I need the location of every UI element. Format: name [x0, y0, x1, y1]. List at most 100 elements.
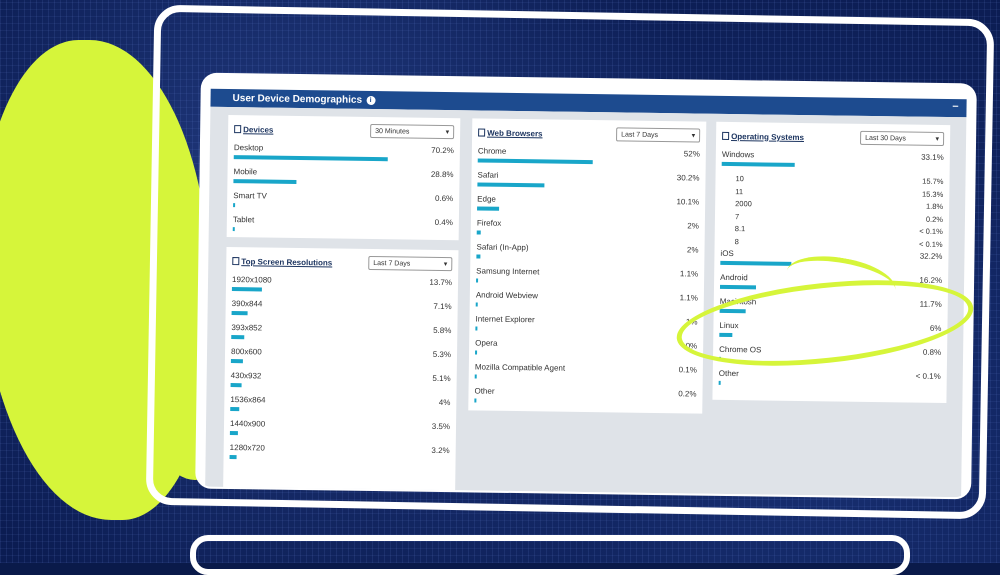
row-label: 1280x720 [229, 443, 265, 453]
row-label: 1440x900 [229, 419, 266, 429]
percent-bar [229, 431, 238, 436]
row-label: 7 [734, 211, 740, 221]
devices-range-select[interactable]: 30 Minutes ▾ [370, 123, 455, 140]
stat-row: Safari (In-App) 2% [476, 242, 699, 269]
caret-down-icon: ▾ [935, 135, 940, 143]
row-value: 5.8% [433, 325, 452, 336]
row-value: 7.1% [433, 301, 452, 312]
row-label: Internet Explorer [475, 314, 535, 325]
document-icon [234, 124, 242, 133]
row-label: 390x844 [231, 299, 263, 309]
row-value: 10.1% [676, 197, 700, 207]
stat-row: Opera 0% [475, 338, 697, 365]
panel-title: User Device Demographics [232, 92, 363, 106]
stat-row: 390x844 7.1% [231, 299, 452, 326]
os-range-select[interactable]: Last 30 Days ▾ [859, 130, 945, 146]
row-label: 430x932 [230, 371, 262, 381]
row-value: 70.2% [431, 145, 454, 156]
os-row-windows: Windows 33.1% [721, 149, 944, 177]
resolutions-list: 1920x1080 13.7% 390x844 7.1% 393x852 5.8% 800x… [229, 275, 452, 470]
percent-bar [477, 158, 594, 165]
os-label: Windows [721, 149, 755, 160]
document-icon [722, 131, 730, 140]
percent-bar [718, 380, 721, 385]
row-value: 28.8% [430, 169, 454, 180]
percent-bar [720, 260, 792, 266]
caret-down-icon: ▾ [443, 261, 448, 269]
resolutions-range-select[interactable]: Last 7 Days ▾ [368, 255, 453, 272]
stat-row: 393x852 5.8% [231, 323, 451, 350]
percent-bar [477, 206, 500, 211]
stat-row: Mobile 28.8% [233, 167, 454, 194]
row-value: < 0.1% [919, 226, 943, 236]
stat-row: 430x932 5.1% [230, 371, 451, 398]
row-label: Edge [477, 194, 496, 204]
percent-bar [475, 302, 479, 307]
percent-bar [231, 335, 245, 340]
row-value: 1.1% [679, 293, 698, 303]
row-value: 15.3% [921, 189, 944, 199]
percent-bar [233, 179, 297, 184]
row-value: 1.1% [679, 269, 699, 279]
browsers-list: Chrome 52% Safari 30.2% Edge 10.1% Firefox 2% Sa… [474, 146, 700, 413]
windows-versions-list: 10 15.7% 11 15.3% 2000 1.8% 7 0.2% 8.1 < 0.1% 8 < 0… [721, 174, 944, 252]
percent-bar [230, 359, 243, 364]
stat-row: 1280x720 3.2% [229, 443, 450, 470]
percent-bar [474, 374, 477, 379]
browsers-card: Web Browsers Last 7 Days ▾ Chrome 52% Safar… [468, 118, 707, 414]
caret-down-icon: ▾ [691, 132, 696, 140]
row-value: 0.1% [678, 365, 697, 375]
row-value: 3.2% [431, 445, 450, 456]
percent-bar [476, 254, 481, 259]
resolutions-card: Top Screen Resolutions Last 7 Days ▾ 1920… [223, 246, 459, 498]
row-label: iOS [720, 248, 734, 259]
devices-title[interactable]: Devices [234, 124, 273, 134]
row-value: 2% [686, 245, 699, 255]
percent-bar [232, 227, 235, 232]
browsers-title[interactable]: Web Browsers [478, 127, 543, 138]
row-label: 11 [735, 186, 744, 196]
percent-bar [476, 230, 482, 235]
browsers-range-select[interactable]: Last 7 Days ▾ [616, 127, 701, 143]
row-label: Safari [477, 170, 499, 180]
row-label: Tablet [232, 215, 255, 225]
percent-bar [475, 350, 477, 355]
row-label: Mobile [233, 167, 258, 177]
row-label: Safari (In-App) [476, 242, 529, 253]
row-label: 2000 [735, 199, 752, 209]
row-label: Android [720, 272, 748, 283]
row-label: Samsung Internet [476, 266, 540, 277]
row-value: 13.7% [429, 277, 453, 288]
percent-bar [477, 182, 545, 188]
percent-bar [231, 287, 263, 292]
document-icon [478, 127, 486, 137]
stat-row: 800x600 5.3% [230, 347, 452, 374]
stat-row: Tablet 0.4% [232, 215, 453, 242]
percent-bar [229, 455, 237, 460]
devices-card: Devices 30 Minutes ▾ Desktop 70.2% Mobile 28… [226, 114, 461, 242]
document-icon [232, 256, 240, 265]
percent-bar [233, 203, 235, 208]
minimize-icon[interactable]: – [952, 100, 959, 113]
stat-row: Mozilla Compatible Agent 0.1% [474, 362, 697, 389]
stat-row: 1920x1080 13.7% [231, 275, 453, 302]
row-label: Other [474, 386, 495, 396]
resolutions-title[interactable]: Top Screen Resolutions [232, 256, 332, 267]
row-value: 5.3% [432, 349, 452, 360]
percent-bar [231, 311, 248, 316]
row-label: Android Webview [475, 290, 539, 301]
percent-bar [474, 398, 477, 403]
row-label: Chrome [477, 146, 507, 156]
stat-row: Internet Explorer 1% [475, 314, 698, 341]
percent-bar [475, 326, 478, 331]
os-title[interactable]: Operating Systems [722, 131, 804, 142]
row-value: 30.2% [676, 173, 700, 183]
info-icon[interactable]: i [366, 95, 376, 105]
row-label: 10 [735, 174, 744, 184]
row-value: 3.5% [431, 421, 451, 432]
row-label: 800x600 [230, 347, 262, 357]
stat-row: Chrome 52% [477, 146, 700, 173]
row-label: Other [718, 368, 739, 379]
row-value: 1.8% [925, 201, 944, 211]
row-value: 4% [438, 397, 451, 408]
